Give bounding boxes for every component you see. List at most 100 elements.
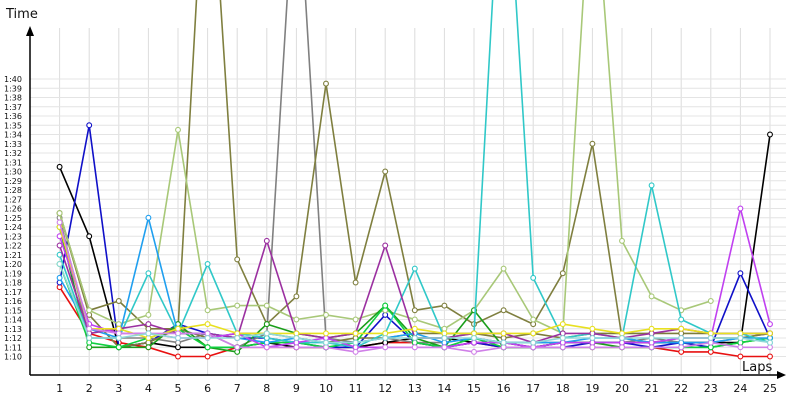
data-point [382, 335, 389, 341]
data-point [263, 302, 270, 309]
data-point [145, 214, 152, 221]
data-point [530, 339, 537, 346]
data-point [559, 344, 566, 351]
data-point [86, 122, 93, 129]
y-tick-label: 1:13 [4, 325, 22, 334]
y-tick-label: 1:20 [4, 260, 22, 269]
data-point [411, 307, 418, 314]
y-tick-label: 1:29 [4, 177, 22, 186]
data-point [678, 325, 685, 332]
y-tick-label: 1:12 [4, 334, 22, 343]
data-point [559, 335, 566, 341]
series-16 [56, 261, 773, 346]
data-point [352, 348, 359, 355]
y-tick-label: 1:31 [4, 158, 22, 167]
data-point [648, 293, 655, 300]
data-point [767, 131, 773, 138]
y-tick-label: 1:17 [4, 288, 22, 297]
data-point [589, 325, 596, 332]
data-point [175, 353, 181, 360]
data-point [204, 307, 211, 314]
x-tick-label: 6 [204, 382, 211, 395]
axes [26, 26, 786, 379]
x-tick-label: 11 [349, 382, 363, 395]
data-point [737, 335, 744, 341]
data-point [234, 344, 241, 351]
x-tick-label: 17 [526, 382, 540, 395]
data-point [86, 307, 93, 314]
data-point [263, 344, 270, 351]
data-point [648, 182, 655, 189]
data-point [619, 237, 625, 244]
data-point [767, 339, 773, 346]
y-tick-label: 1:22 [4, 242, 22, 251]
y-tick-label: 1:10 [4, 353, 22, 362]
y-tick-label: 1:24 [4, 223, 22, 232]
data-point [559, 270, 566, 277]
data-point [737, 270, 744, 277]
data-point [56, 261, 63, 267]
x-tick-label: 23 [704, 382, 718, 395]
data-point [145, 270, 152, 277]
data-point [530, 330, 537, 337]
x-tick-label: 25 [763, 382, 777, 395]
data-point [500, 330, 507, 337]
data-point [263, 237, 270, 244]
data-point [323, 330, 329, 337]
y-tick-label: 1:25 [4, 214, 22, 223]
y-tick-label: 1:14 [4, 316, 22, 325]
x-tick-label: 13 [408, 382, 422, 395]
data-point [293, 293, 300, 300]
x-tick-label: 12 [378, 382, 392, 395]
data-point [145, 330, 152, 337]
data-point [589, 344, 596, 351]
data-point [56, 251, 63, 258]
data-point [530, 316, 537, 323]
data-point [145, 344, 152, 351]
x-tick-label: 15 [467, 382, 481, 395]
data-point [352, 330, 359, 337]
y-axis-arrow [26, 26, 34, 36]
series-layer [56, 0, 773, 360]
y-tick-label: 1:32 [4, 149, 22, 158]
data-point [175, 126, 181, 133]
data-point [115, 335, 122, 341]
y-tick-label: 1:39 [4, 84, 22, 93]
x-tick-label: 3 [115, 382, 122, 395]
y-tick-label: 1:35 [4, 121, 22, 130]
data-point [145, 321, 152, 328]
y-tick-label: 1:26 [4, 205, 22, 214]
data-point [293, 316, 300, 323]
x-tick-label: 21 [645, 382, 659, 395]
y-tick-label: 1:28 [4, 186, 22, 195]
data-point [619, 344, 625, 351]
data-point [115, 344, 122, 351]
y-tick-label: 1:33 [4, 140, 22, 149]
data-point [707, 335, 714, 341]
data-point [500, 339, 507, 346]
data-point [145, 311, 152, 318]
x-tick-label: 7 [234, 382, 241, 395]
x-tick-label: 14 [437, 382, 451, 395]
data-point [56, 242, 63, 249]
x-tick-label: 8 [263, 382, 270, 395]
y-tick-label: 1:11 [4, 343, 22, 352]
x-tick-label: 24 [733, 382, 747, 395]
x-tick-label: 20 [615, 382, 629, 395]
data-point [471, 335, 477, 341]
data-point [471, 348, 477, 355]
data-point [411, 344, 418, 351]
data-point [352, 316, 359, 323]
x-tick-label: 18 [556, 382, 570, 395]
x-tick-label: 5 [175, 382, 182, 395]
data-point [56, 219, 63, 226]
data-point [411, 335, 418, 341]
data-point [411, 316, 418, 323]
data-point [648, 344, 655, 351]
data-point [234, 256, 241, 263]
x-axis-arrow [777, 371, 786, 379]
x-tick-label: 22 [674, 382, 688, 395]
x-tick-label: 16 [497, 382, 511, 395]
y-tick-label: 1:38 [4, 94, 22, 103]
